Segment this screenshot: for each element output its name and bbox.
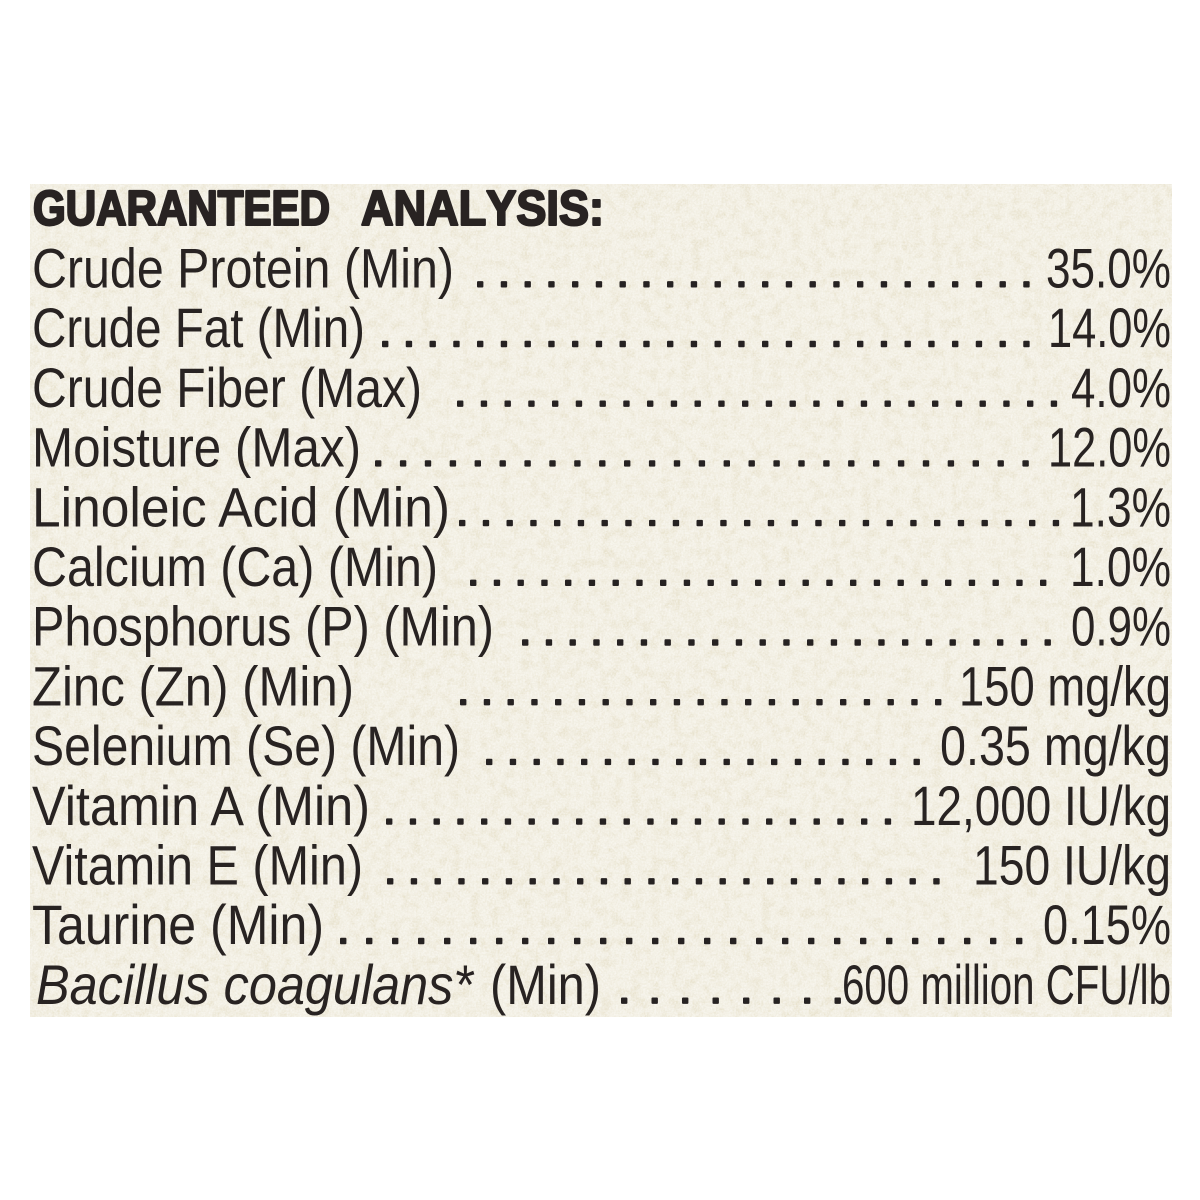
svg-text:Bacillus coagulans*: Bacillus coagulans* — [36, 954, 475, 1016]
svg-text:Taurine (Min): Taurine (Min) — [32, 894, 324, 956]
svg-text:1.0%: 1.0% — [1070, 536, 1171, 598]
svg-text:Zinc (Zn) (Min): Zinc (Zn) (Min) — [32, 655, 354, 717]
svg-text:12.0%: 12.0% — [1048, 417, 1171, 479]
svg-text:0.9%: 0.9% — [1071, 596, 1171, 658]
svg-text:Crude Protein (Min): Crude Protein (Min) — [32, 238, 454, 300]
svg-text:Linoleic Acid (Min): Linoleic Acid (Min) — [32, 476, 450, 538]
svg-text:150 IU/kg: 150 IU/kg — [973, 835, 1171, 897]
svg-text:Selenium (Se) (Min): Selenium (Se) (Min) — [32, 715, 460, 777]
svg-text:Crude Fiber (Max): Crude Fiber (Max) — [32, 357, 422, 419]
svg-text:12,000 IU/kg: 12,000 IU/kg — [911, 775, 1171, 837]
svg-text:(Min): (Min) — [490, 954, 601, 1016]
svg-text:Phosphorus (P) (Min): Phosphorus (P) (Min) — [32, 596, 494, 658]
svg-text:1.3%: 1.3% — [1070, 476, 1171, 538]
svg-text:Crude Fat (Min): Crude Fat (Min) — [32, 297, 365, 359]
svg-text:0.15%: 0.15% — [1043, 894, 1171, 956]
svg-text:14.0%: 14.0% — [1048, 297, 1171, 359]
svg-text:Vitamin A (Min): Vitamin A (Min) — [32, 775, 370, 837]
svg-text:Calcium (Ca) (Min): Calcium (Ca) (Min) — [32, 536, 438, 598]
svg-text:Moisture (Max): Moisture (Max) — [32, 417, 361, 479]
svg-text:0.35 mg/kg: 0.35 mg/kg — [940, 715, 1171, 777]
svg-text:Vitamin E (Min): Vitamin E (Min) — [32, 835, 363, 897]
svg-text:150 mg/kg: 150 mg/kg — [959, 655, 1171, 717]
svg-text:4.0%: 4.0% — [1071, 357, 1171, 419]
svg-text:600 million CFU/lb: 600 million CFU/lb — [842, 954, 1171, 1016]
svg-text:35.0%: 35.0% — [1046, 238, 1171, 300]
